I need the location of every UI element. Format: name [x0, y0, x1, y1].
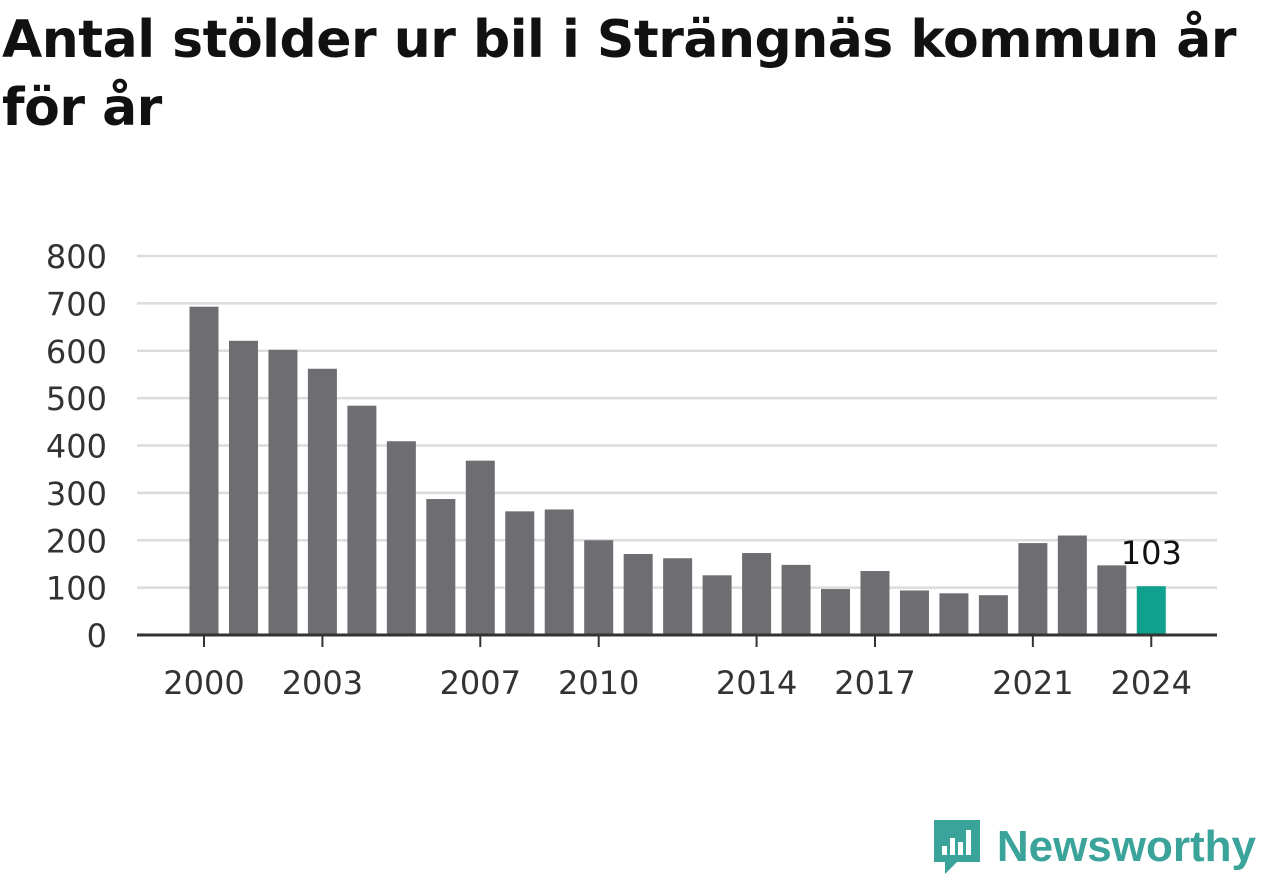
- bar: [505, 511, 535, 635]
- bar: [821, 589, 851, 635]
- bar: [781, 564, 811, 635]
- bar: [978, 595, 1008, 635]
- bar: [1018, 543, 1048, 635]
- y-axis-labels: 0 100 200 300 400 500 600 700 800: [46, 238, 107, 655]
- bar: [426, 499, 456, 635]
- bar: [1097, 565, 1127, 635]
- bar: [544, 509, 574, 635]
- y-tick-label: 200: [46, 522, 107, 560]
- x-tick-label: 2000: [163, 664, 244, 702]
- chart-title: Antal stölder ur bil i Strängnäs kommun …: [2, 10, 1237, 138]
- x-tick-label: 2003: [282, 664, 363, 702]
- bar: [347, 405, 377, 635]
- brand: Newsworthy: [931, 818, 1256, 876]
- bar: [939, 593, 969, 635]
- bar: [663, 558, 693, 635]
- highlight-value-label: 103: [1121, 534, 1182, 572]
- y-tick-label: 600: [46, 333, 107, 371]
- bar: [268, 349, 298, 635]
- bar: [623, 553, 653, 635]
- bar: [702, 575, 732, 635]
- x-tick-label: 2014: [716, 664, 797, 702]
- bar: [189, 306, 219, 635]
- bar: [386, 441, 416, 635]
- bar: [860, 571, 890, 635]
- y-tick-label: 700: [46, 285, 107, 323]
- y-tick-label: 0: [87, 617, 107, 655]
- bars: [189, 306, 1166, 635]
- newsworthy-logo-icon: [933, 820, 980, 874]
- bar: [742, 553, 772, 635]
- bar: [899, 590, 929, 635]
- bar-highlight: [1136, 586, 1166, 635]
- x-tick-label: 2024: [1111, 664, 1192, 702]
- grid-lines: [137, 254, 1217, 589]
- annotations: 103: [1121, 534, 1182, 572]
- y-tick-label: 800: [46, 238, 107, 276]
- brand-name: Newsworthy: [996, 822, 1256, 871]
- y-tick-label: 300: [46, 475, 107, 513]
- bar: [228, 340, 258, 635]
- bar: [1057, 535, 1087, 635]
- y-tick-label: 400: [46, 428, 107, 466]
- bar: [307, 368, 337, 635]
- x-tick-label: 2007: [440, 664, 521, 702]
- bar: [584, 540, 614, 635]
- x-tick-label: 2017: [834, 664, 915, 702]
- x-tick-label: 2021: [992, 664, 1073, 702]
- y-tick-label: 100: [46, 570, 107, 608]
- x-axis: 2000 2003 2007 2010 2014 2017 2021 2024: [137, 633, 1217, 702]
- y-tick-label: 500: [46, 380, 107, 418]
- x-tick-label: 2010: [558, 664, 639, 702]
- bar: [465, 460, 495, 635]
